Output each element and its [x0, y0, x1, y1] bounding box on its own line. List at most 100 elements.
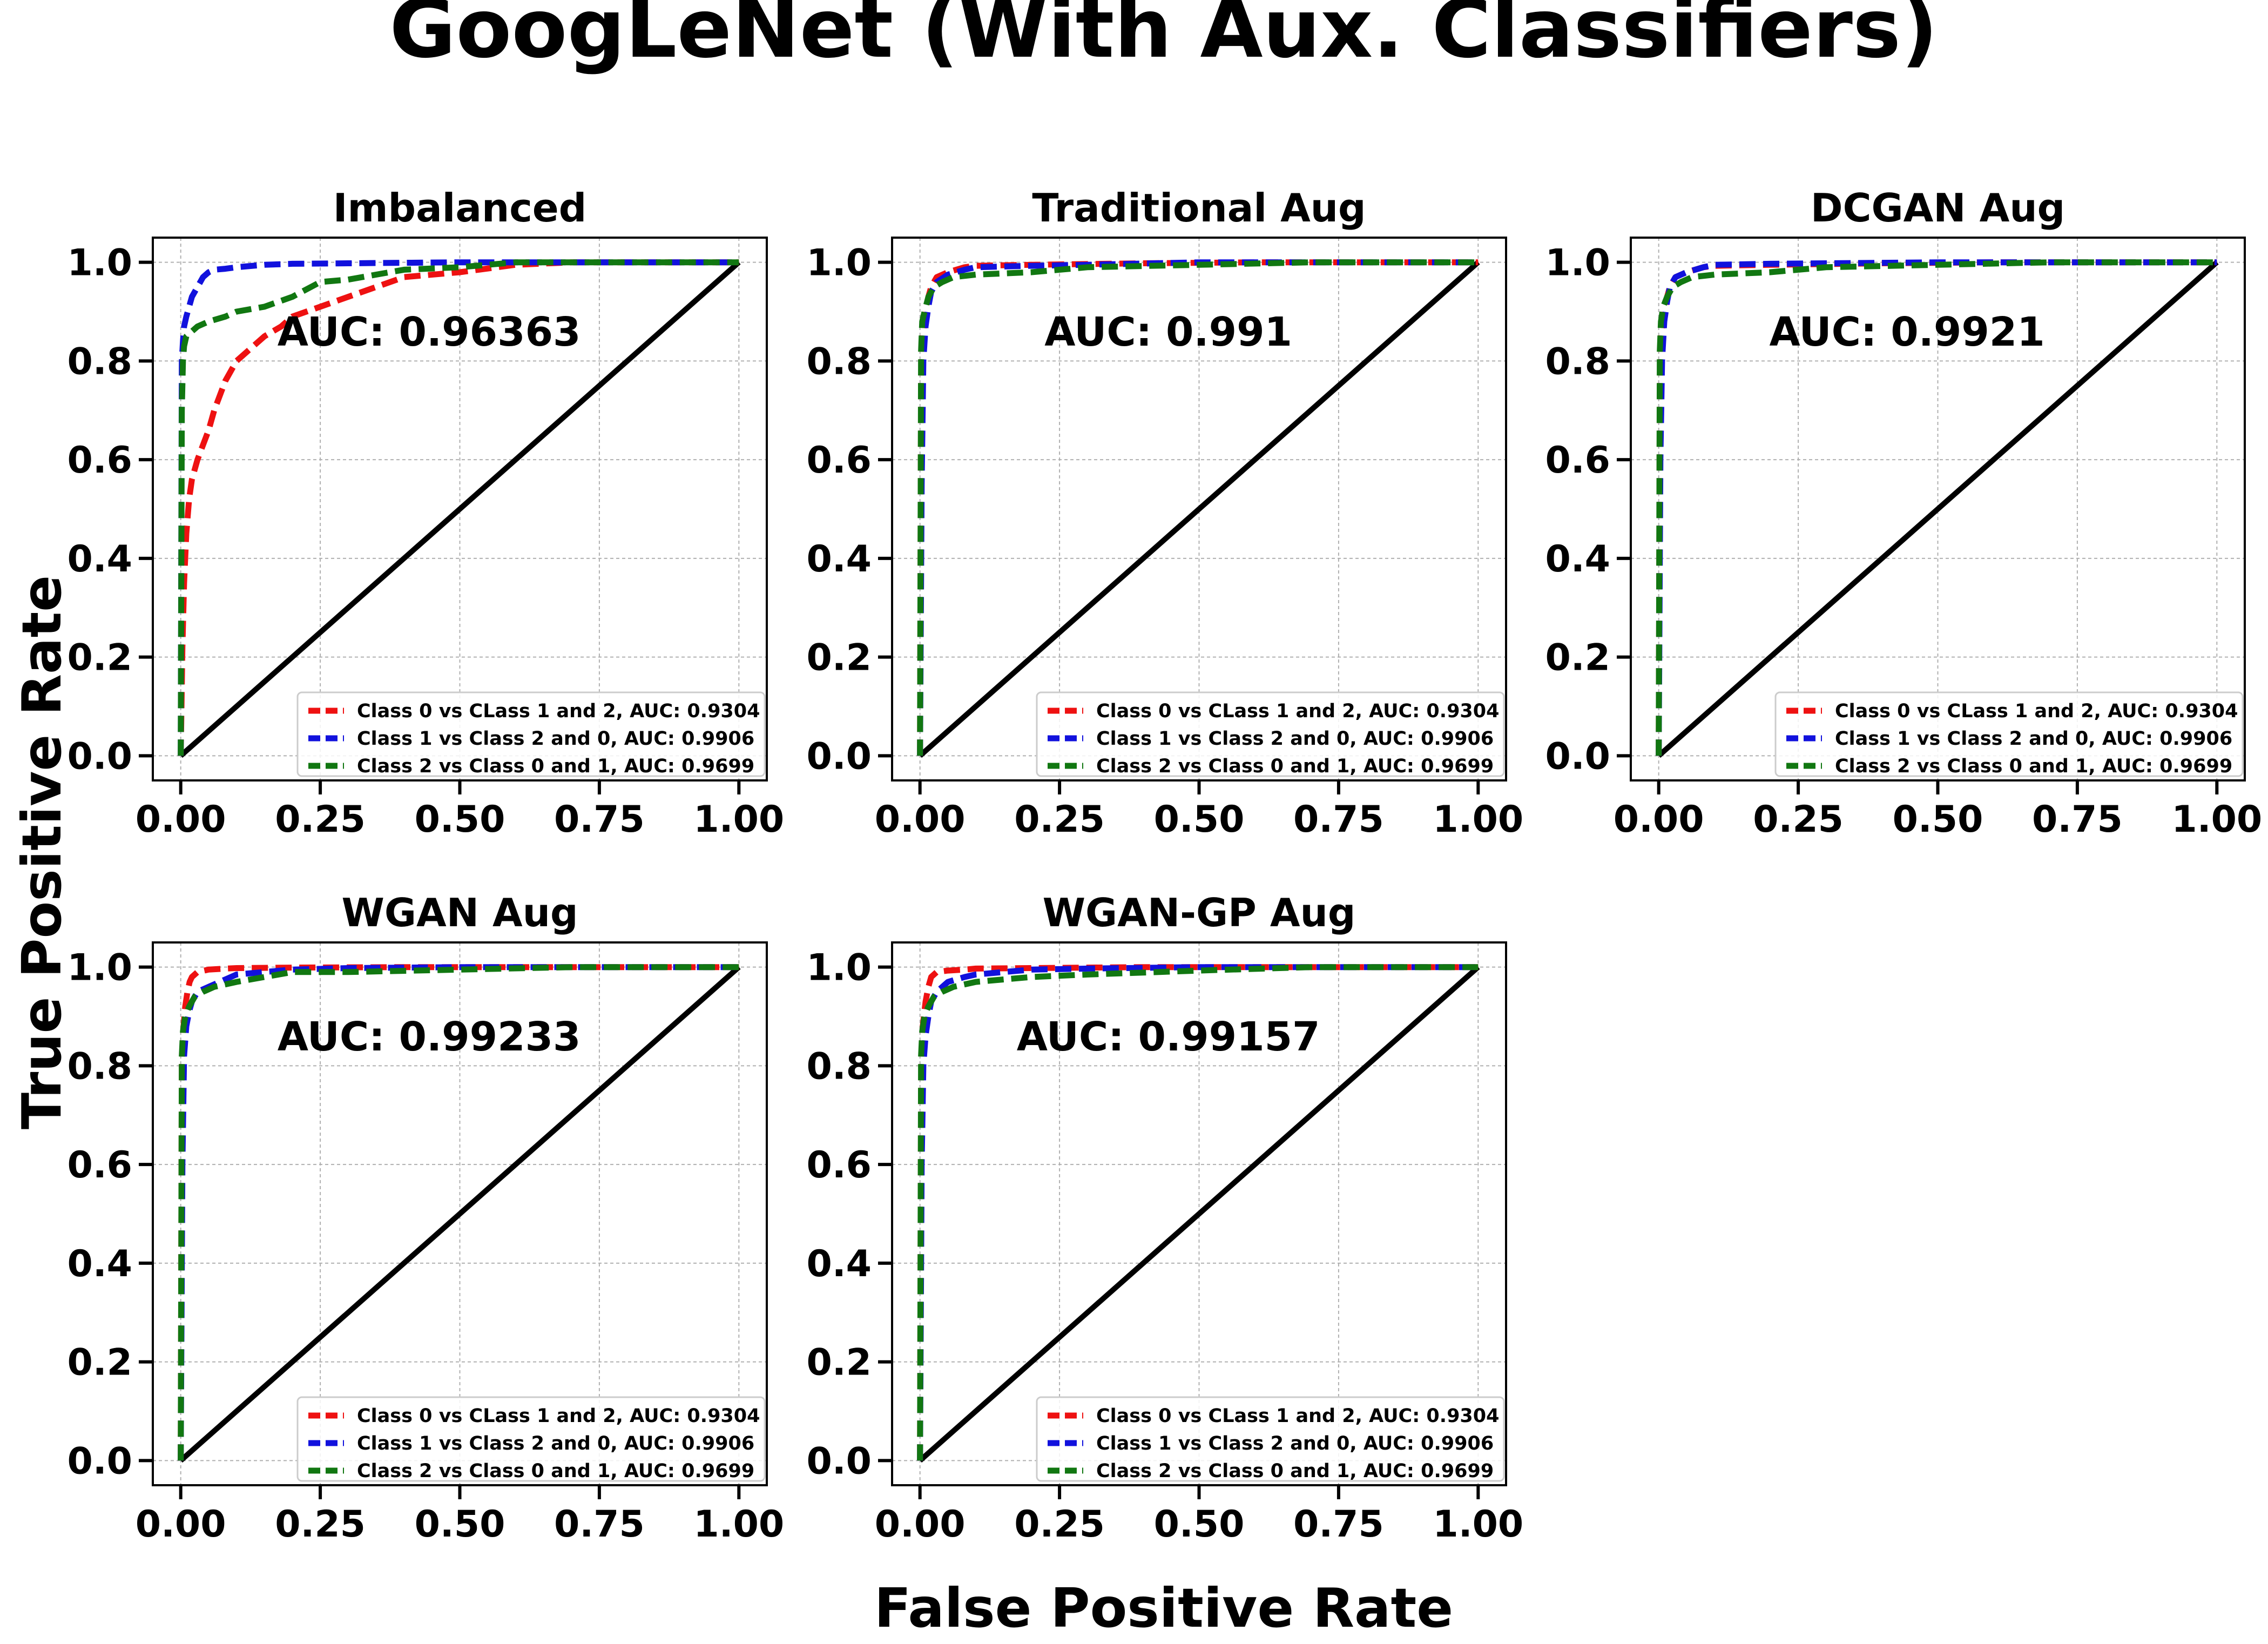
roc-subplot: 0.00 0.25 0.50 0.75 1.00 0.0 0.2 0.4 0.6 0.8 1.0 Tr… [807, 185, 1524, 841]
x-tick-label: 0.25 [275, 798, 366, 841]
y-tick-label: 0.6 [807, 439, 872, 482]
x-tick-label: 0.00 [875, 798, 966, 841]
y-tick-label: 0.6 [807, 1144, 872, 1187]
y-tick-label: 1.0 [807, 947, 872, 989]
y-tick-label: 0.4 [807, 1243, 872, 1285]
y-tick-label: 0.6 [68, 1144, 132, 1187]
y-tick-label: 0.4 [68, 1243, 132, 1285]
x-tick-label: 0.25 [1753, 798, 1844, 841]
y-tick-label: 1.0 [68, 242, 132, 285]
auc-annotation: AUC: 0.99233 [278, 1014, 581, 1060]
roc-subplot: 0.00 0.25 0.50 0.75 1.00 0.0 0.2 0.4 0.6 0.8 1.0 DC… [1545, 185, 2263, 841]
y-tick-label: 0.6 [1545, 439, 1610, 482]
legend-entry-label: Class 0 vs CLass 1 and 2, AUC: 0.9304 [1096, 700, 1499, 722]
y-tick-label: 0.0 [807, 735, 872, 778]
figure-title: GoogLeNet (With Aux. Classifiers) [389, 0, 1938, 76]
roc-curve-class-2 [178, 964, 739, 1461]
x-tick-label: 0.75 [1293, 798, 1384, 841]
roc-curve-class-0 [178, 259, 739, 756]
x-tick-label: 1.00 [693, 1503, 784, 1546]
roc-curve-class-2 [917, 964, 1479, 1461]
figure-xlabel: False Positive Rate [874, 1576, 1453, 1640]
legend: Class 0 vs CLass 1 and 2, AUC: 0.9304 Cla… [1774, 691, 2244, 777]
y-tick-label: 0.0 [1545, 735, 1610, 778]
x-tick-label: 1.00 [2171, 798, 2262, 841]
legend-entry-label: Class 0 vs CLass 1 and 2, AUC: 0.9304 [357, 700, 760, 722]
x-tick-label: 0.00 [136, 1503, 226, 1546]
y-tick-label: 0.8 [807, 1045, 872, 1088]
legend-entry-label: Class 1 vs Class 2 and 0, AUC: 0.9906 [357, 1433, 754, 1454]
legend-frame [1774, 691, 2244, 777]
x-tick-label: 1.00 [693, 798, 784, 841]
y-tick-label: 0.6 [68, 439, 132, 482]
y-tick-label: 0.2 [68, 1342, 132, 1384]
y-tick-label: 0.4 [68, 538, 132, 581]
legend-entry-label: Class 2 vs Class 0 and 1, AUC: 0.9699 [1096, 756, 1494, 777]
x-tick-label: 0.25 [275, 1503, 366, 1546]
subplot-title: Traditional Aug [1032, 185, 1366, 231]
x-tick-label: 0.50 [415, 798, 505, 841]
auc-annotation: AUC: 0.9921 [1769, 309, 2044, 355]
roc-curve-class-2 [1656, 259, 2217, 756]
subplot-title: DCGAN Aug [1811, 185, 2065, 231]
legend-entry-label: Class 1 vs Class 2 and 0, AUC: 0.9906 [357, 728, 754, 750]
y-tick-label: 0.2 [807, 637, 872, 679]
y-tick-label: 0.8 [68, 1045, 132, 1088]
subplot-title: Imbalanced [333, 185, 587, 231]
legend: Class 0 vs CLass 1 and 2, AUC: 0.9304 Cla… [1036, 1396, 1505, 1482]
x-tick-label: 0.00 [136, 798, 226, 841]
figure-ylabel: True Positive Rate [10, 575, 73, 1129]
y-tick-label: 0.2 [1545, 637, 1610, 679]
legend: Class 0 vs CLass 1 and 2, AUC: 0.9304 Cla… [1036, 691, 1505, 777]
x-tick-label: 1.00 [1433, 798, 1523, 841]
legend-entry-label: Class 0 vs CLass 1 and 2, AUC: 0.9304 [357, 1405, 760, 1427]
chance-diagonal-line [918, 965, 1480, 1463]
roc-curve-class-1 [917, 259, 1479, 756]
y-tick-label: 0.2 [807, 1342, 872, 1384]
legend-entry-label: Class 0 vs CLass 1 and 2, AUC: 0.9304 [1096, 1405, 1499, 1427]
x-tick-label: 1.00 [1433, 1503, 1523, 1546]
subplot-grid: 0.00 0.25 0.50 0.75 1.00 0.0 0.2 0.4 0.6 0.8 1.0 Im… [68, 185, 2263, 1546]
x-tick-label: 0.50 [1154, 1503, 1245, 1546]
y-tick-label: 0.4 [807, 538, 872, 581]
x-tick-label: 0.50 [415, 1503, 505, 1546]
chance-diagonal-line [179, 260, 741, 758]
legend: Class 0 vs CLass 1 and 2, AUC: 0.9304 Cla… [296, 691, 766, 777]
y-tick-label: 0.8 [807, 340, 872, 383]
y-tick-label: 0.0 [807, 1440, 872, 1483]
roc-curve-class-2 [917, 259, 1479, 756]
roc-curve-class-2 [178, 259, 739, 756]
x-tick-label: 0.75 [554, 798, 645, 841]
auc-annotation: AUC: 0.991 [1044, 309, 1292, 355]
legend-entry-label: Class 1 vs Class 2 and 0, AUC: 0.9906 [1096, 1433, 1494, 1454]
chance-diagonal-line [179, 965, 741, 1463]
y-tick-label: 0.8 [1545, 340, 1610, 383]
legend-entry-label: Class 1 vs Class 2 and 0, AUC: 0.9906 [1835, 728, 2232, 750]
legend-entry-label: Class 2 vs Class 0 and 1, AUC: 0.9699 [357, 1460, 754, 1482]
legend-entry-label: Class 2 vs Class 0 and 1, AUC: 0.9699 [1835, 756, 2232, 777]
legend-frame [1036, 691, 1505, 777]
legend: Class 0 vs CLass 1 and 2, AUC: 0.9304 Cla… [296, 1396, 766, 1482]
y-tick-label: 1.0 [807, 242, 872, 285]
x-tick-label: 0.75 [1293, 1503, 1384, 1546]
y-tick-label: 0.4 [1545, 538, 1610, 581]
y-tick-label: 1.0 [68, 947, 132, 989]
legend-entry-label: Class 0 vs CLass 1 and 2, AUC: 0.9304 [1835, 700, 2238, 722]
y-tick-label: 0.0 [68, 735, 132, 778]
chance-diagonal-line [1657, 260, 2219, 758]
y-tick-label: 0.0 [68, 1440, 132, 1483]
legend-entry-label: Class 1 vs Class 2 and 0, AUC: 0.9906 [1096, 728, 1494, 750]
x-tick-label: 0.00 [875, 1503, 966, 1546]
legend-frame [296, 1396, 766, 1482]
y-tick-label: 0.2 [68, 637, 132, 679]
x-tick-label: 0.75 [554, 1503, 645, 1546]
x-tick-label: 0.25 [1014, 798, 1105, 841]
legend-entry-label: Class 2 vs Class 0 and 1, AUC: 0.9699 [357, 756, 754, 777]
roc-curve-class-1 [1656, 259, 2217, 756]
x-tick-label: 0.75 [2032, 798, 2123, 841]
legend-entry-label: Class 2 vs Class 0 and 1, AUC: 0.9699 [1096, 1460, 1494, 1482]
y-tick-label: 0.8 [68, 340, 132, 383]
legend-frame [296, 691, 766, 777]
x-tick-label: 0.00 [1614, 798, 1704, 841]
